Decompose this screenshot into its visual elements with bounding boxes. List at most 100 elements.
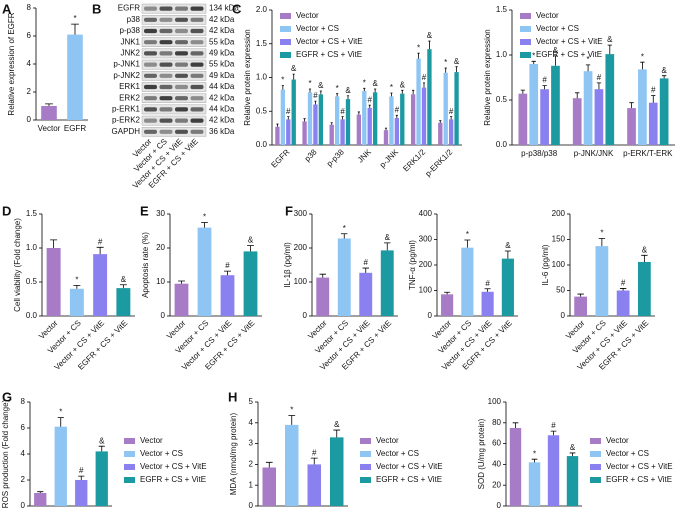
bar: [316, 277, 330, 316]
y-tick-label: 0: [161, 311, 166, 320]
blot-row: [141, 93, 207, 103]
bar: [93, 254, 108, 316]
blot-band: [159, 73, 173, 78]
error-bar: [288, 415, 296, 425]
blot-protein-label: p38: [127, 15, 141, 24]
x-tick-label: EGFR: [269, 147, 291, 169]
y-tick-label: 100: [294, 277, 308, 286]
bar: [427, 49, 432, 145]
significance-mark: *: [59, 408, 62, 417]
x-tick-label: Vector: [38, 124, 61, 133]
y-tick-label: 20: [492, 480, 501, 489]
legend-swatch: [280, 26, 291, 32]
bar: [540, 89, 549, 145]
y-tick-label: 0: [27, 115, 32, 124]
y-tick-label: 400: [419, 209, 433, 218]
blot-band: [190, 107, 204, 112]
legend-label: Vector + CS: [296, 24, 339, 33]
significance-mark: &: [318, 81, 324, 90]
error-bar: [281, 85, 284, 90]
blot-band: [190, 62, 204, 67]
blot-band: [159, 6, 173, 11]
y-tick-label: 1.0: [256, 73, 268, 82]
y-axis-title: MDA (nmol/mg protein): [229, 413, 238, 496]
bar: [174, 283, 189, 316]
significance-mark: #: [651, 86, 656, 95]
blot-band: [144, 28, 157, 34]
error-bar: [585, 64, 591, 72]
significance-mark: *: [600, 229, 603, 238]
error-bar: [395, 114, 398, 118]
blot-band: [175, 28, 188, 34]
bar: [648, 102, 658, 145]
legend-label: Vector + CS: [606, 449, 649, 458]
y-axis-title: Cell viability (Fold change): [13, 218, 22, 312]
blot-protein-label: JNK2: [120, 49, 140, 58]
bar: [34, 493, 47, 506]
significance-mark: *: [336, 84, 339, 93]
y-tick-label: 4: [27, 59, 32, 68]
bar: [280, 89, 286, 145]
bar: [616, 290, 630, 316]
y-tick-label: 0: [21, 501, 26, 510]
bar: [67, 34, 83, 120]
error-bar: [598, 238, 606, 247]
blot-protein-label: p-JNK1: [113, 60, 140, 69]
error-bar: [224, 270, 231, 276]
x-tick-label: p-ERK/T-ERK: [623, 149, 673, 158]
blot-size-label: 44 kDa: [209, 105, 235, 114]
error-bar: [439, 120, 442, 123]
significance-mark: #: [422, 73, 427, 82]
blot-band: [159, 28, 173, 34]
blot-size-label: 42 kDa: [209, 93, 235, 102]
bar: [416, 58, 421, 145]
significance-mark: *: [390, 83, 393, 92]
error-bar: [641, 254, 648, 262]
y-tick-label: 1: [249, 480, 254, 489]
bar: [448, 119, 454, 145]
y-tick-label: 3: [249, 439, 254, 448]
blot-band: [159, 96, 173, 101]
error-bar: [45, 103, 53, 106]
significance-mark: *: [343, 224, 346, 233]
blot-row: [141, 37, 207, 47]
significance-mark: *: [73, 14, 76, 23]
error-bar: [450, 116, 453, 120]
significance-mark: #: [286, 107, 291, 116]
significance-mark: *: [363, 78, 366, 87]
significance-mark: *: [75, 276, 78, 285]
y-axis-title: Relative expression of EGFR: [7, 12, 16, 115]
error-bar: [363, 87, 366, 91]
bar: [410, 94, 416, 145]
blot-band: [159, 62, 173, 67]
error-bar: [504, 250, 511, 259]
blot-band: [175, 96, 188, 101]
bar: [337, 238, 351, 316]
blot-protein-label: JNK1: [120, 37, 140, 46]
bar: [389, 96, 394, 145]
y-tick-label: 40: [492, 460, 501, 469]
y-tick-label: 0.0: [26, 311, 38, 320]
error-bar: [629, 102, 634, 109]
error-bar: [417, 52, 420, 59]
blot-row: [141, 59, 207, 70]
significance-mark: &: [345, 86, 351, 95]
error-bar: [319, 273, 326, 278]
y-tick-label: 0: [497, 501, 502, 510]
error-bar: [346, 95, 350, 100]
y-tick-label: 200: [294, 243, 308, 252]
y-tick-label: 100: [419, 286, 433, 295]
error-bar: [384, 242, 391, 251]
bar: [46, 248, 61, 316]
error-bar: [336, 93, 339, 97]
significance-mark: *: [641, 52, 644, 61]
blot-band: [175, 118, 188, 123]
error-bar: [455, 66, 458, 73]
significance-mark: #: [225, 261, 230, 270]
panel-label: G: [2, 389, 12, 404]
significance-mark: *: [533, 449, 536, 458]
significance-mark: #: [621, 279, 626, 288]
blot-protein-label: EGFR: [118, 4, 140, 13]
y-tick-label: 8: [27, 3, 32, 12]
blot-band: [190, 129, 204, 134]
